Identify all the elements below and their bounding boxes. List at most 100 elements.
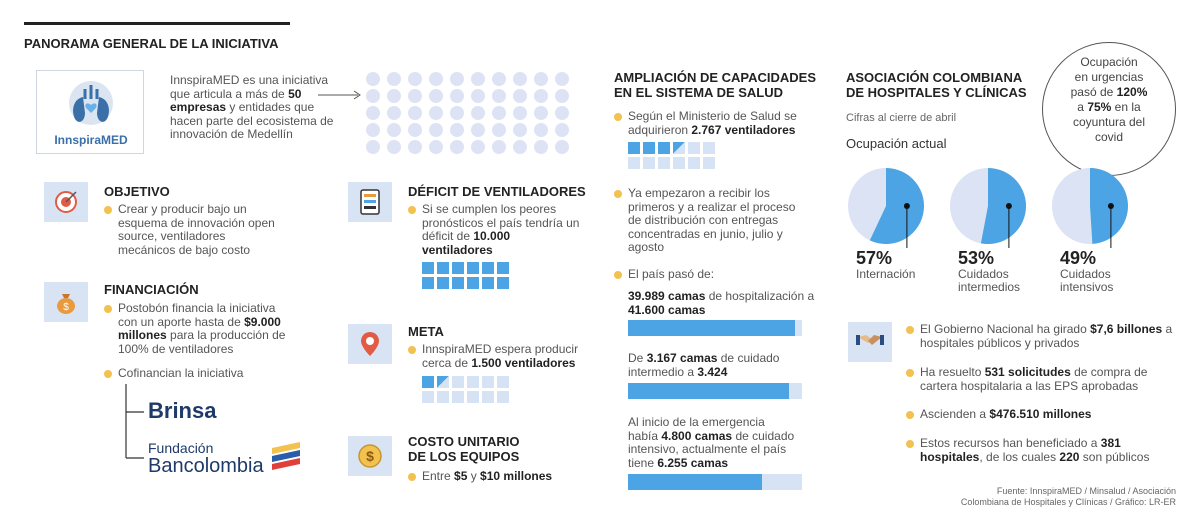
fundacion-text: Fundación [148, 440, 214, 456]
company-dot [429, 72, 443, 86]
company-dot [366, 140, 380, 154]
intro-text: InnspiraMED es una iniciativa que articu… [170, 73, 334, 141]
company-dot [450, 123, 464, 137]
bubble-line-6: covid [1094, 130, 1123, 144]
company-dot [429, 140, 443, 154]
company-dot [513, 72, 527, 86]
company-dot [387, 72, 401, 86]
company-dot [450, 72, 464, 86]
company-dot [555, 106, 569, 120]
deficit-title: DÉFICIT DE VENTILADORES [408, 184, 586, 199]
meta-square-grid [422, 376, 522, 410]
objetivo-text: Crear y producir bajo un esquema de inno… [118, 202, 275, 257]
meta-title: META [408, 324, 444, 339]
company-dot [387, 123, 401, 137]
fact-3: Ascienden a $476.510 millones [920, 407, 1092, 421]
company-dot [429, 106, 443, 120]
costo-title-1: COSTO UNITARIO [408, 434, 520, 449]
company-dot [366, 106, 380, 120]
innspiramed-logo: InnspiraMED [36, 70, 144, 154]
bullet [614, 190, 622, 198]
company-dot [492, 89, 506, 103]
company-dot [387, 140, 401, 154]
company-dot [408, 123, 422, 137]
company-dot [408, 140, 422, 154]
pie-slice [869, 168, 924, 244]
grid-square [467, 262, 479, 274]
grid-square [482, 277, 494, 289]
bancolombia-flag-icon [272, 442, 300, 470]
grid-square [628, 142, 640, 154]
source-line-1: Fuente: InnspiraMED / Minsalud / Asociac… [996, 486, 1176, 496]
arrow-icon [318, 90, 361, 100]
company-dot [555, 123, 569, 137]
bullet [614, 113, 622, 121]
bullet [408, 473, 416, 481]
grid-square [497, 391, 509, 403]
fact-2: Ha resuelto 531 solicitudes de compra de… [920, 365, 1148, 393]
costo-title-2: DE LOS EQUIPOS [408, 449, 520, 464]
grid-square [673, 142, 685, 154]
urgencias-bubble: Ocupación en urgencias pasó de 120% a 75… [1042, 42, 1176, 176]
handshake-icon [856, 335, 884, 345]
company-dot [534, 72, 548, 86]
company-dot [534, 106, 548, 120]
grid-square [437, 262, 449, 274]
company-dot [492, 140, 506, 154]
grid-square [643, 142, 655, 154]
company-dot [471, 72, 485, 86]
bubble-line-4: a 75% en la [1077, 100, 1141, 114]
company-dot [450, 140, 464, 154]
bubble-line-2: en urgencias [1074, 70, 1144, 84]
pie-2-pct: 53% [958, 248, 995, 268]
company-dot [555, 72, 569, 86]
company-dot [366, 89, 380, 103]
ampliacion-title-1: AMPLIACIÓN DE CAPACIDADES [614, 70, 816, 85]
lungs-icon [69, 81, 113, 125]
bullet [104, 305, 112, 313]
page-title: PANORAMA GENERAL DE LA INICIATIVA [24, 36, 279, 51]
company-dot [471, 106, 485, 120]
bullet [408, 346, 416, 354]
objetivo-icon-box [44, 182, 88, 222]
company-dot [366, 123, 380, 137]
company-dot [450, 106, 464, 120]
grid-square [467, 391, 479, 403]
pie-3-name-1: Cuidados [1060, 267, 1111, 281]
ventiladores-square-grid [628, 142, 728, 172]
meta-icon-box [348, 324, 392, 364]
pie-3-pct: 49% [1060, 248, 1097, 268]
bullet [408, 206, 416, 214]
ocupacion-label: Ocupación actual [846, 136, 947, 151]
bullet [906, 326, 914, 334]
source-line-2: Colombiana de Hospitales y Clínicas / Gr… [960, 497, 1176, 507]
grid-square [628, 157, 640, 169]
company-dot [513, 89, 527, 103]
deficit-text: Si se cumplen los peores pronósticos el … [422, 202, 580, 257]
company-dot [429, 123, 443, 137]
company-dot [534, 89, 548, 103]
logo-text: InnspiraMED [54, 133, 128, 147]
grid-square [482, 391, 494, 403]
pie-2-name-2: intermedios [958, 280, 1021, 294]
companies-dot-grid [366, 72, 576, 156]
company-dot [534, 123, 548, 137]
company-dot [471, 140, 485, 154]
company-dot [513, 140, 527, 154]
grid-square [452, 391, 464, 403]
bullet [906, 440, 914, 448]
ampliacion-p3: El país pasó de: [628, 267, 715, 281]
fact-1: El Gobierno Nacional ha girado $7,6 bill… [920, 322, 1173, 350]
bar2-label: De 3.167 camas de cuidado intermedio a 3… [628, 351, 780, 379]
company-dot [366, 72, 380, 86]
grid-square [422, 391, 434, 403]
coin-icon: $ [358, 444, 382, 468]
costo-text: Entre $5 y $10 millones [422, 469, 553, 483]
company-dot [513, 106, 527, 120]
company-dot [492, 106, 506, 120]
pie-1-name: Internación [856, 267, 916, 281]
grid-square [452, 376, 464, 388]
ampliacion-title-2: EN EL SISTEMA DE SALUD [614, 85, 784, 100]
objetivo-title: OBJETIVO [104, 184, 170, 199]
grid-square [467, 376, 479, 388]
